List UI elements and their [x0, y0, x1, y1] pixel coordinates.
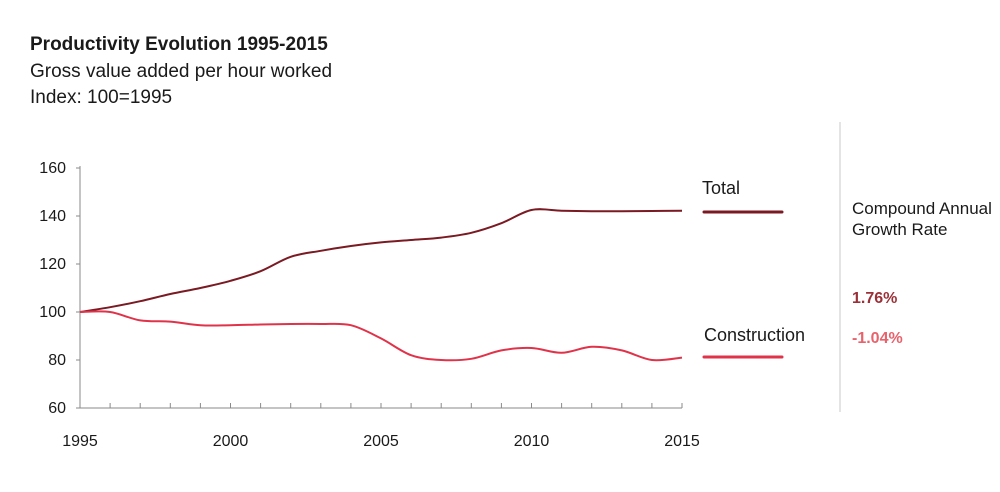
- x-tick-label: 2005: [363, 433, 399, 450]
- chart-subtitle: Gross value added per hour worked: [30, 61, 333, 82]
- legend-label-total: Total: [702, 178, 740, 198]
- y-tick-label: 80: [48, 352, 66, 369]
- y-tick-label: 140: [39, 208, 66, 225]
- series-line-construction: [79, 310, 683, 362]
- x-tick-label: 2000: [213, 433, 249, 450]
- y-tick-label: 160: [39, 160, 66, 177]
- cagr-title: Compound Annual Growth Rate: [852, 199, 992, 239]
- chart-title: Productivity Evolution 1995-2015: [30, 34, 328, 55]
- legend-label-construction: Construction: [704, 325, 805, 345]
- cagr-value-total: 1.76%: [852, 290, 898, 307]
- x-tick-label: 1995: [62, 433, 98, 450]
- y-tick-label: 120: [39, 256, 66, 273]
- series-line-total: [79, 208, 683, 313]
- y-tick-label: 60: [48, 400, 66, 417]
- x-tick-label: 2015: [664, 433, 700, 450]
- x-tick-label: 2010: [514, 433, 550, 450]
- cagr-value-construction: -1.04%: [852, 330, 903, 347]
- chart-index-note: Index: 100=1995: [30, 87, 173, 108]
- y-tick-label: 100: [39, 304, 66, 321]
